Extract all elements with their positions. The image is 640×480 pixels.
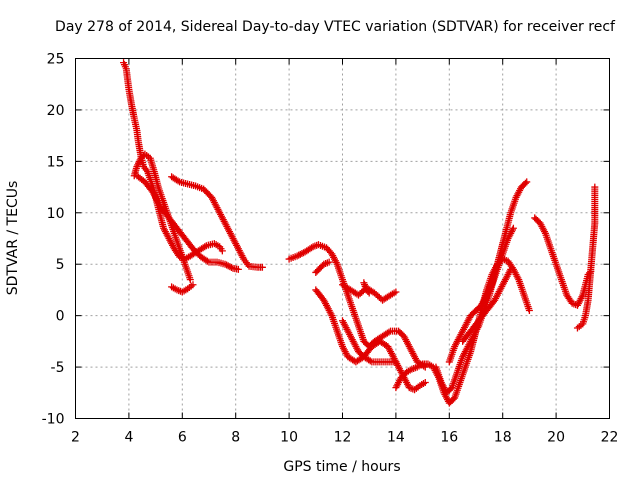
y-tick-label: -5: [51, 360, 65, 376]
data-point: [224, 262, 232, 270]
data-point: [223, 261, 231, 269]
data-point: [135, 159, 143, 167]
data-point: [295, 251, 303, 259]
x-tick-label: 16: [440, 430, 458, 446]
data-point: [325, 258, 333, 266]
data-point: [296, 250, 304, 258]
data-series: [120, 59, 599, 407]
y-axis-label: SDTVAR / TECUs: [5, 181, 21, 296]
series-arc-14: [445, 224, 517, 366]
data-point: [521, 179, 529, 187]
x-axis-label: GPS time / hours: [283, 459, 400, 475]
data-point: [189, 281, 197, 289]
data-point: [218, 247, 226, 255]
data-point: [201, 243, 209, 251]
data-point: [366, 357, 374, 365]
chart-title: Day 278 of 2014, Sidereal Day-to-day VTE…: [55, 19, 616, 35]
data-point: [221, 260, 229, 268]
data-point: [509, 224, 517, 232]
x-tick-label: 10: [280, 430, 298, 446]
data-point: [392, 288, 400, 296]
series-arc-7: [312, 258, 333, 276]
y-tick-label: 15: [47, 154, 65, 170]
series-arc-3: [133, 172, 242, 273]
series-arc-16: [531, 214, 595, 309]
data-point: [385, 328, 393, 336]
series-arc-8: [312, 286, 429, 394]
y-tick-label: 0: [56, 309, 65, 325]
data-point: [203, 257, 211, 265]
x-tick-label: 4: [124, 430, 133, 446]
data-point: [421, 379, 429, 386]
x-tick-label: 12: [334, 430, 352, 446]
data-point: [174, 177, 182, 185]
series-arc-15: [459, 265, 515, 345]
data-point: [364, 287, 372, 295]
x-tick-label: 14: [387, 430, 405, 446]
data-point: [293, 252, 301, 260]
y-tick-label: 20: [47, 103, 65, 119]
data-point: [227, 264, 235, 272]
data-point: [525, 307, 533, 314]
series-arc-13: [432, 178, 531, 397]
data-point: [523, 178, 531, 186]
data-point: [392, 358, 400, 366]
data-point: [365, 289, 373, 297]
x-tick-label: 18: [494, 430, 512, 446]
axes: 2 4 6 8 10 12 14 16 18 20 22 -10 -5 0 5 10 15 20 25: [42, 52, 619, 446]
grid-lines: [75, 58, 610, 419]
data-point: [186, 276, 194, 284]
data-point: [258, 263, 266, 271]
x-tick-label: 20: [547, 430, 565, 446]
x-tick-label: 6: [178, 430, 187, 446]
x-tick-label: 22: [601, 430, 619, 446]
data-point: [134, 161, 142, 169]
data-point: [234, 265, 242, 273]
data-point: [226, 263, 234, 271]
data-point: [507, 265, 515, 273]
series-arc-11: [360, 279, 373, 297]
x-tick-label: 2: [71, 430, 80, 446]
data-point: [298, 250, 306, 258]
series-arc-17: [573, 183, 599, 332]
y-tick-label: 25: [47, 52, 65, 68]
y-tick-label: 5: [56, 257, 65, 273]
data-point: [591, 183, 599, 191]
data-point: [135, 158, 143, 166]
series-arc-4: [168, 173, 266, 271]
series-arc-5: [168, 281, 197, 296]
series-arc-10: [339, 317, 400, 366]
y-tick-label: 10: [47, 206, 65, 222]
data-point: [133, 163, 141, 170]
x-tick-label: 8: [231, 430, 240, 446]
y-tick-label: -10: [42, 412, 65, 428]
